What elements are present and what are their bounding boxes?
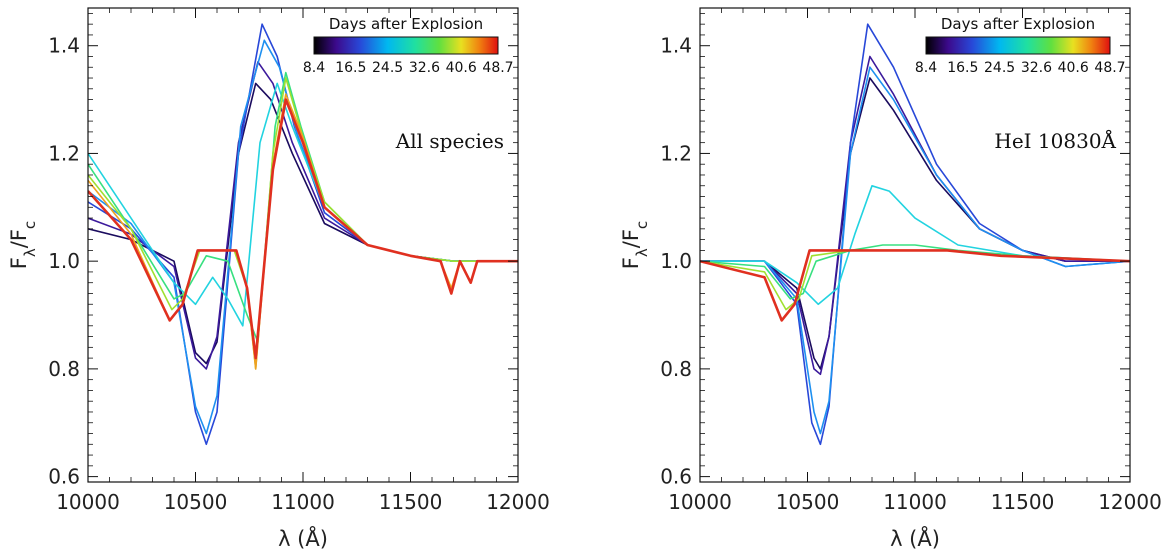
colorbar-tick-label: 16.5 [335, 60, 366, 76]
series-line [700, 23, 1130, 446]
y-tick-label: 1.4 [660, 34, 692, 58]
x-tick-label: 12000 [486, 490, 550, 514]
colorbar-title: Days after Explosion [941, 15, 1095, 33]
series-line [700, 66, 1130, 435]
series-line [88, 23, 518, 446]
x-tick-label: 10500 [164, 490, 228, 514]
series-line [88, 71, 518, 343]
series-line [700, 55, 1130, 376]
panel-2: 10000 10500 11000 11500 12000 0.6 0.8 1.0 1.2 1.4… [619, 7, 1162, 551]
colorbar-tick-label: 48.7 [1094, 60, 1125, 76]
x-tick-label: 10000 [668, 490, 732, 514]
colorbar [313, 36, 499, 55]
series-line [700, 185, 1130, 306]
series-line [88, 82, 518, 365]
series-line [700, 249, 1130, 322]
x-axis-label: λ (Å) [890, 525, 940, 551]
panel-1: 10000 10500 11000 11500 12000 0.6 0.8 1.0 1.2 1.4… [7, 7, 550, 551]
colorbar-tick-label: 32.6 [409, 60, 440, 76]
colorbar [925, 36, 1111, 55]
x-tick-label: 12000 [1098, 490, 1162, 514]
x-tick-label: 11500 [991, 490, 1055, 514]
y-tick-label: 1.2 [660, 141, 692, 165]
y-tick-label: 0.6 [660, 465, 692, 489]
x-tick-label: 10000 [56, 490, 120, 514]
colorbar-tick-label: 40.6 [446, 60, 477, 76]
colorbar-tick-label: 24.5 [984, 60, 1015, 76]
x-tick-label: 11000 [883, 490, 947, 514]
y-tick-label: 0.6 [48, 465, 80, 489]
y-tick-label: 1.0 [660, 249, 692, 273]
panel-annotation: All species [395, 129, 504, 153]
series-line [700, 77, 1130, 370]
colorbar-title: Days after Explosion [329, 15, 483, 33]
y-tick-label: 0.8 [660, 357, 692, 381]
y-axis-label: Fλ/Fc [619, 221, 651, 269]
series-line [88, 77, 518, 370]
y-axis-label: Fλ/Fc [7, 221, 39, 269]
colorbar-tick-label: 32.6 [1021, 60, 1052, 76]
colorbar-tick-label: 8.4 [915, 60, 937, 76]
x-tick-label: 11000 [271, 490, 335, 514]
series-line [88, 61, 518, 370]
series-group [700, 23, 1130, 446]
panel-annotation: HeI 10830Å [994, 128, 1116, 153]
x-axis-label: λ (Å) [278, 525, 328, 551]
colorbar-tick-label: 40.6 [1058, 60, 1089, 76]
series-line [88, 98, 518, 360]
y-tick-label: 1.2 [48, 141, 80, 165]
y-tick-label: 1.4 [48, 34, 80, 58]
x-tick-label: 10500 [776, 490, 840, 514]
colorbar-tick-label: 48.7 [482, 60, 513, 76]
colorbar-tick-label: 16.5 [947, 60, 978, 76]
y-tick-label: 0.8 [48, 357, 80, 381]
series-line [88, 39, 518, 435]
colorbar-tick-label: 24.5 [372, 60, 403, 76]
x-tick-label: 11500 [379, 490, 443, 514]
plot-frame [87, 7, 519, 483]
series-group [88, 23, 518, 446]
colorbar-tick-label: 8.4 [303, 60, 325, 76]
y-tick-label: 1.0 [48, 249, 80, 273]
